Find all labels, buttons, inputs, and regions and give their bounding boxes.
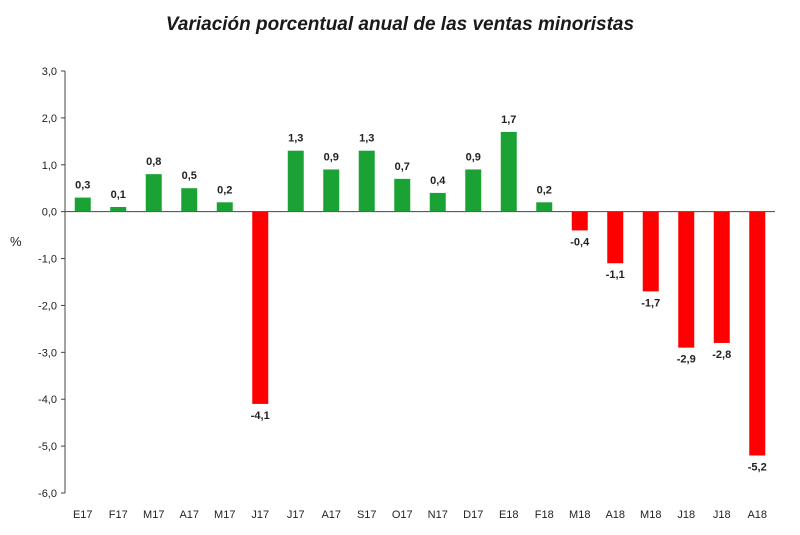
bar-value-label: -4,1 [251, 410, 270, 422]
bar [571, 211, 588, 231]
bar [216, 202, 233, 212]
bar-value-label: -2,9 [677, 354, 696, 366]
y-tick-label: 1,0 [42, 160, 57, 172]
x-tick-label: M18 [569, 509, 590, 521]
bar [678, 211, 695, 348]
x-tick-label: A17 [321, 509, 341, 521]
chart-title: Variación porcentual anual de las ventas… [165, 14, 635, 35]
bar [394, 178, 411, 212]
bar-value-label: 0,1 [111, 189, 126, 201]
bar-value-label: -0,4 [570, 236, 590, 248]
chart-bars [74, 131, 766, 456]
bar-value-label: 1,7 [501, 114, 516, 126]
x-tick-label: M17 [143, 509, 164, 521]
bar [713, 211, 730, 343]
chart-axes [64, 71, 775, 493]
bar [74, 197, 91, 212]
x-tick-label: M18 [640, 509, 661, 521]
chart-y-ticks: 3,0 2,0 1,0 0,0 -1,0 -2,0 -3,0 -4,0 -5,0 -6,0 [38, 66, 65, 500]
bar-value-label: 0,4 [430, 175, 446, 187]
bar [358, 150, 375, 212]
x-tick-label: M17 [214, 509, 235, 521]
x-tick-label: O17 [392, 509, 413, 521]
y-tick-label: -4,0 [38, 394, 57, 406]
x-tick-label: A18 [605, 509, 625, 521]
y-tick-label: -2,0 [38, 300, 57, 312]
y-tick-label: 3,0 [42, 66, 57, 78]
y-axis-label: % [10, 234, 22, 249]
x-tick-label: A18 [747, 509, 767, 521]
bar [500, 131, 517, 212]
y-tick-label: 0,0 [42, 207, 57, 219]
bar-value-label: 0,3 [75, 180, 90, 192]
y-tick-label: -3,0 [38, 347, 57, 359]
bar [110, 206, 127, 212]
bar-value-label: -2,8 [712, 349, 731, 361]
x-tick-label: J18 [713, 509, 731, 521]
x-tick-label: J17 [287, 509, 305, 521]
bar-value-label: 0,5 [182, 170, 197, 182]
bar [429, 192, 446, 212]
bar [536, 202, 553, 212]
x-tick-label: E18 [499, 509, 519, 521]
x-tick-label: A17 [179, 509, 199, 521]
y-tick-label: -5,0 [38, 441, 57, 453]
bar [145, 174, 162, 212]
bar [323, 169, 340, 212]
bar [749, 211, 766, 456]
bar [287, 150, 304, 212]
bar-value-label: 0,9 [324, 151, 339, 163]
y-tick-label: 2,0 [42, 113, 57, 125]
x-tick-label: E17 [73, 509, 93, 521]
bar-value-label: -1,7 [641, 297, 660, 309]
chart-data-labels: 0,3 0,1 0,8 0,5 0,2 -4,1 1,3 0,9 1,3 0,7 0,4 0,9 1,7… [75, 114, 767, 474]
x-tick-label: J18 [677, 509, 695, 521]
x-tick-label: J17 [251, 509, 269, 521]
bar-value-label: 0,9 [466, 151, 481, 163]
bar-value-label: 0,7 [395, 161, 410, 173]
bar [181, 188, 198, 212]
y-tick-label: -6,0 [38, 488, 57, 500]
chart-x-ticks: E17 F17 M17 A17 M17 J17 J17 A17 S17 O17 N17 D17 E18 F… [73, 509, 767, 521]
bar-value-label: 0,2 [537, 184, 552, 196]
bar-value-label: 1,3 [288, 133, 303, 145]
bar-value-label: -1,1 [606, 269, 625, 281]
bar [642, 211, 659, 292]
bar [252, 211, 269, 404]
bar-value-label: 0,8 [146, 156, 161, 168]
y-tick-label: -1,0 [38, 254, 57, 266]
bar [465, 169, 482, 212]
x-tick-label: F17 [109, 509, 128, 521]
x-tick-label: F18 [535, 509, 554, 521]
bar-value-label: 1,3 [359, 133, 374, 145]
x-tick-label: D17 [463, 509, 483, 521]
x-tick-label: S17 [357, 509, 377, 521]
bar-value-label: 0,2 [217, 184, 232, 196]
bar-value-label: -5,2 [748, 461, 767, 473]
bar [607, 211, 624, 264]
x-tick-label: N17 [428, 509, 448, 521]
